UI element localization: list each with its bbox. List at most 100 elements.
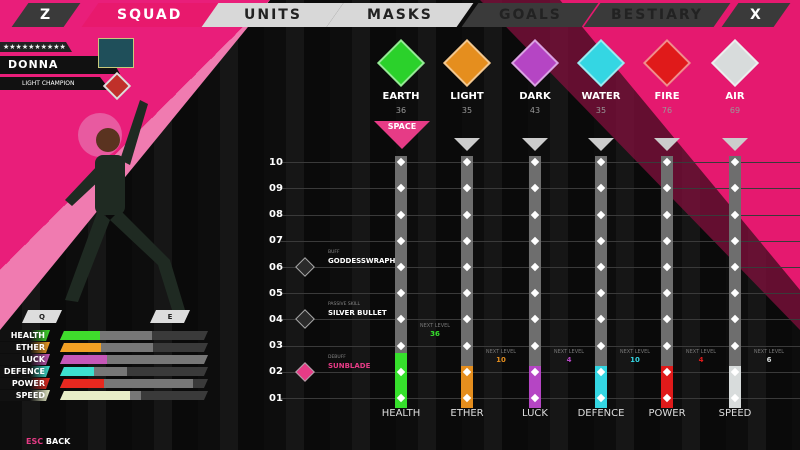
select-element-arrow-icon[interactable]	[522, 138, 548, 151]
stat-column-luck[interactable]	[529, 156, 541, 408]
back-hint[interactable]: ESC BACK	[26, 437, 70, 446]
level-node	[730, 315, 740, 324]
level-label-01: 01	[265, 387, 287, 409]
level-node	[396, 288, 406, 298]
level-node	[730, 262, 740, 272]
level-node	[596, 210, 606, 219]
next-level-value: 36	[430, 330, 440, 338]
level-label-09: 09	[265, 177, 287, 199]
next-character-e-button[interactable]: E	[150, 310, 190, 323]
level-node	[730, 157, 740, 167]
level-node	[730, 341, 740, 350]
element-value: 43	[529, 106, 541, 115]
level-node	[530, 184, 540, 193]
stat-bar-power	[60, 379, 208, 388]
level-node	[662, 341, 672, 350]
element-name: FIRE	[654, 91, 680, 102]
stat-name: HEALTH	[381, 408, 421, 419]
stat-bar-health	[60, 331, 208, 340]
next-level-label: NEXT LEVEL	[485, 349, 517, 355]
level-node	[530, 236, 540, 246]
stat-name: DEFENCE	[577, 408, 625, 419]
level-label-07: 07	[265, 230, 287, 252]
skill-icon[interactable]	[296, 258, 314, 276]
level-node	[530, 262, 540, 272]
level-label-05: 05	[265, 282, 287, 304]
skill-type: BUFF	[328, 250, 340, 255]
level-node	[662, 210, 672, 219]
level-node	[462, 210, 472, 219]
level-node	[396, 184, 406, 193]
level-node	[530, 210, 540, 219]
level-node	[730, 236, 740, 246]
tab-bestiary[interactable]: BESTIARY	[583, 3, 731, 27]
level-node	[662, 157, 672, 167]
stat-column-ether[interactable]	[461, 156, 473, 408]
next-level-value: 10	[496, 356, 506, 364]
select-element-arrow-icon[interactable]	[454, 138, 480, 151]
level-node	[596, 184, 606, 193]
stat-bar-fill	[60, 343, 101, 352]
tab-units[interactable]: UNITS	[201, 3, 344, 27]
stat-label-defence: DEFENCE	[0, 366, 50, 377]
level-node	[662, 184, 672, 193]
character-name: DONNA	[0, 56, 120, 74]
element-name: AIR	[725, 91, 745, 102]
stat-column-power[interactable]	[661, 156, 673, 408]
level-node	[396, 210, 406, 219]
stat-bar-speed	[60, 391, 208, 400]
select-element-arrow-icon[interactable]	[722, 138, 748, 151]
next-level-label: NEXT LEVEL	[753, 349, 785, 355]
select-element-arrow-icon[interactable]	[588, 138, 614, 151]
element-value: 69	[729, 106, 741, 115]
next-level-value: 6	[766, 356, 772, 364]
level-node	[396, 341, 406, 350]
stat-label-luck: LUCK	[0, 354, 50, 365]
level-node	[596, 315, 606, 324]
stat-name: ETHER	[450, 408, 484, 419]
next-level-label: NEXT LEVEL	[685, 349, 717, 355]
level-label-10: 10	[265, 151, 287, 173]
prev-character-q-button[interactable]: Q	[22, 310, 62, 323]
skill-icon[interactable]	[296, 363, 314, 381]
tab-squad[interactable]: SQUAD	[81, 3, 219, 27]
level-node	[662, 288, 672, 298]
level-node	[530, 288, 540, 298]
element-value: 36	[395, 106, 407, 115]
stat-column-defence[interactable]	[595, 156, 607, 408]
level-node	[462, 157, 472, 167]
stat-bar-fill	[60, 391, 130, 400]
next-level-label: NEXT LEVEL	[419, 323, 451, 329]
level-node	[596, 288, 606, 298]
level-node	[462, 315, 472, 324]
skill-icon[interactable]	[296, 310, 314, 328]
character-portrait	[65, 100, 185, 310]
skill-name: SUNBLADE	[328, 361, 371, 370]
level-node	[730, 288, 740, 298]
star-rating: ★★★★★★★★★★	[0, 42, 72, 52]
level-node	[730, 184, 740, 193]
stat-name: POWER	[648, 408, 686, 419]
level-node	[662, 262, 672, 272]
stat-bar-secondary	[60, 355, 208, 364]
back-label: BACK	[45, 437, 71, 446]
next-level-value: 4	[566, 356, 572, 364]
level-node	[596, 262, 606, 272]
element-name: LIGHT	[450, 91, 484, 102]
stat-column-health[interactable]	[395, 156, 407, 408]
stat-bar-defence	[60, 367, 208, 376]
skill-type: PASSIVE SKILL	[328, 302, 361, 308]
level-node	[396, 315, 406, 324]
stat-bar-fill	[60, 331, 100, 340]
stat-bar-luck	[60, 355, 208, 364]
level-node	[530, 157, 540, 167]
tab-masks[interactable]: MASKS	[326, 3, 474, 27]
stat-column-fill	[395, 352, 407, 408]
tab-label: BESTIARY	[610, 7, 704, 23]
select-element-arrow-icon[interactable]	[654, 138, 680, 151]
stat-column-speed[interactable]	[729, 156, 741, 408]
tab-goals[interactable]: GOALS	[461, 3, 599, 27]
level-node	[396, 262, 406, 272]
skill-name: SILVER BULLET	[328, 309, 387, 318]
stat-bar-fill	[60, 355, 107, 364]
